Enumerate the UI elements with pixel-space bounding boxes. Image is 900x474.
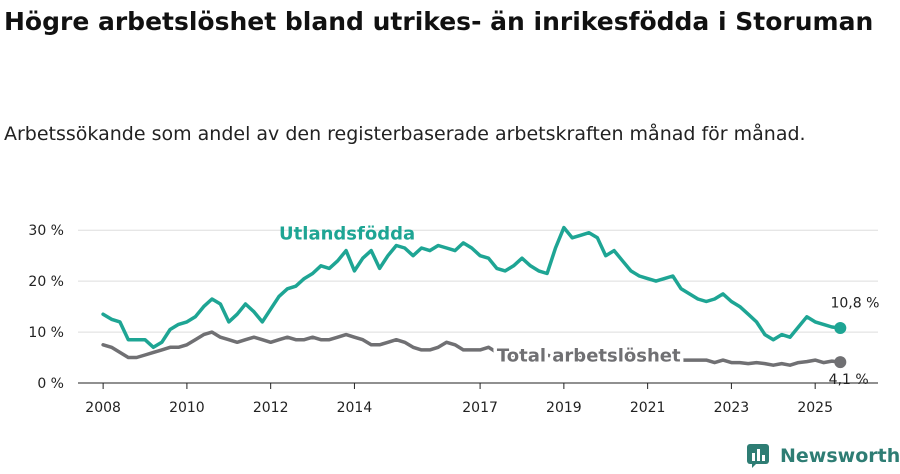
x-tick-label: 2012	[253, 400, 289, 416]
chart-subtitle: Arbetssökande som andel av den registerb…	[4, 123, 806, 145]
x-tick-label: 2010	[169, 400, 205, 416]
series-line-total	[101, 330, 843, 367]
y-tick-label: 10 %	[28, 325, 64, 341]
y-tick-label: 0 %	[37, 376, 64, 392]
y-axis-ticks: 0 % 10 % 20 % 30 %	[28, 223, 64, 392]
x-tick-label: 2017	[462, 400, 498, 416]
series-label-total: Total arbetslöshet	[497, 346, 681, 367]
brand-name: Newsworthy	[780, 445, 900, 467]
newsworthy-icon	[747, 444, 769, 468]
x-tick-label: 2019	[546, 400, 582, 416]
y-tick-label: 30 %	[28, 223, 64, 239]
x-tick-label: 2021	[630, 400, 666, 416]
x-tick-label: 2008	[85, 400, 121, 416]
series-label-total-halo: Total arbetslöshet	[497, 346, 681, 367]
series-line-utlandsfodda	[101, 225, 843, 350]
end-value-utlandsfodda: 10,8 %	[830, 296, 879, 312]
x-axis: 2008 2010 2012 2014 2017 2019 2021 2023 2025	[78, 382, 878, 416]
brand-logo[interactable]: Newsworthy	[746, 443, 900, 469]
y-tick-label: 20 %	[28, 274, 64, 290]
series-label-utlandsfodda: Utlandsfödda	[279, 223, 415, 244]
end-value-total: 4,1 %	[829, 372, 869, 388]
x-tick-label: 2023	[714, 400, 750, 416]
series-endpoint-utlandsfodda	[834, 321, 847, 334]
x-tick-label: 2014	[337, 400, 373, 416]
series-lines	[101, 225, 847, 369]
chart-title: Högre arbetslöshet bland utrikes- än inr…	[4, 7, 874, 36]
series-endpoint-total	[834, 356, 847, 369]
x-tick-label: 2025	[797, 400, 833, 416]
